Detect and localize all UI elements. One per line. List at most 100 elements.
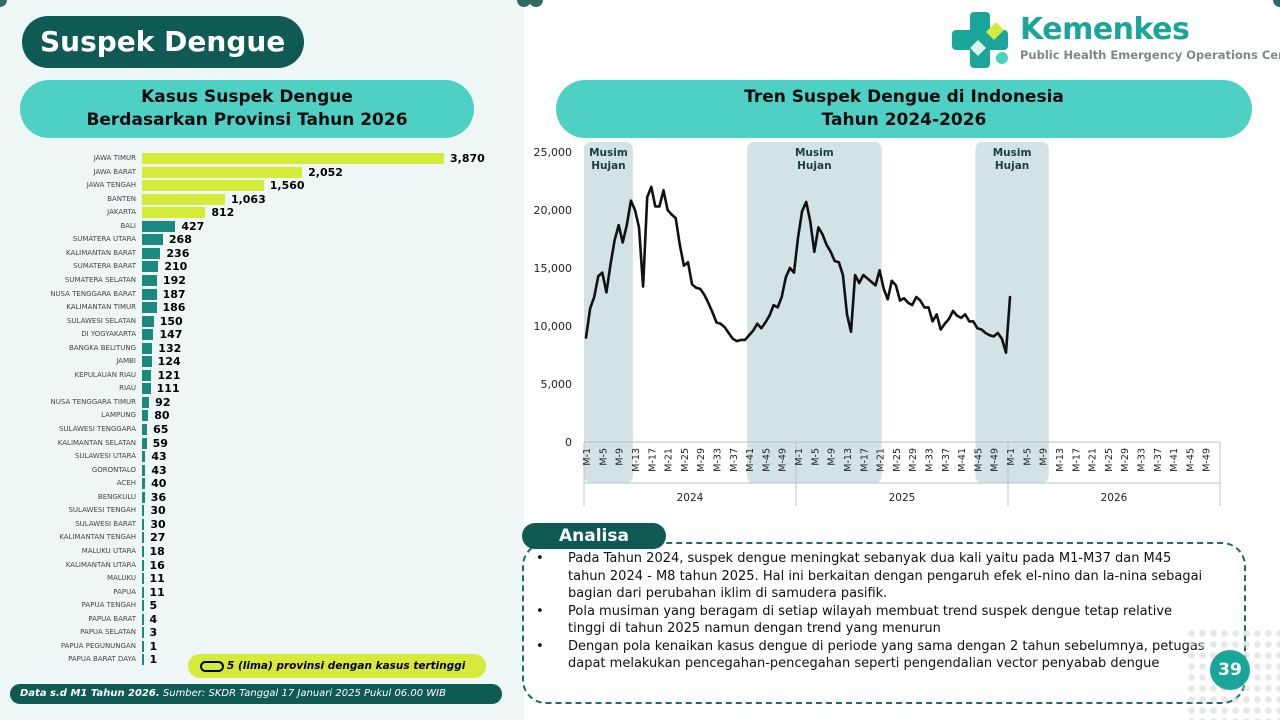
corner-dot-top-mid-left <box>517 0 531 7</box>
bar-row: KALIMANTAN TIMUR 186 <box>0 301 520 314</box>
bar <box>142 247 161 259</box>
bar-category-label: JAWA BARAT <box>93 167 136 176</box>
season-band-label: Hujan <box>797 160 831 172</box>
bar <box>142 478 146 490</box>
week-tick-label: M-1 <box>582 448 593 466</box>
bar <box>142 640 144 652</box>
trend-chart-title-line2: Tahun 2024-2026 <box>821 110 987 130</box>
bar-value-label: 36 <box>150 490 167 504</box>
bar-row: PAPUA PEGUNUNGAN 1 <box>0 640 520 653</box>
kemenkes-logo: Kemenkes Public Health Emergency Operati… <box>952 10 1280 72</box>
bar <box>142 234 163 246</box>
corner-dot-top-right <box>1273 0 1280 7</box>
week-tick-label: M-29 <box>1120 448 1131 472</box>
bar-category-label: DI YOGYAKARTA <box>81 330 136 339</box>
bar <box>142 220 176 232</box>
bar-value-label: 268 <box>168 233 192 247</box>
bar-row: JAWA TENGAH 1,560 <box>0 179 520 192</box>
bar-value-label: 210 <box>164 260 188 274</box>
bar-row: BANTEN 1,063 <box>0 193 520 206</box>
bar-value-label: 59 <box>152 436 168 450</box>
bar-category-label: KALIMANTAN BARAT <box>66 248 136 257</box>
bar <box>142 410 149 422</box>
bar-category-label: BENGKULU <box>97 492 136 501</box>
page-title: Suspek Dengue <box>22 16 304 68</box>
season-band <box>584 142 633 483</box>
bar <box>142 302 157 314</box>
bar-value-label: 40 <box>151 477 167 491</box>
bar-row: KALIMANTAN BARAT 236 <box>0 247 520 260</box>
bar-row: PAPUA SELATAN 3 <box>0 626 520 639</box>
week-tick-label: M-21 <box>1088 448 1099 472</box>
bar <box>142 437 147 449</box>
analysis-list: Pada Tahun 2024, suspek dengue meningkat… <box>534 550 1210 673</box>
bar-category-label: JAKARTA <box>107 208 136 217</box>
bar-category-label: NUSA TENGGARA BARAT <box>50 289 136 298</box>
y-tick-label: 15,000 <box>534 262 573 275</box>
bar <box>142 491 145 503</box>
footer-rest: Sumber: SKDR Tanggal 17 Januari 2025 Puk… <box>159 688 446 699</box>
bar-value-label: 43 <box>151 463 167 477</box>
province-chart-header: Kasus Suspek Dengue Berdasarkan Provinsi… <box>20 80 474 138</box>
analysis-box <box>522 542 1246 704</box>
bar-row: PAPUA BARAT DAYA 1 <box>0 653 520 666</box>
bar-value-label: 2,052 <box>308 165 343 179</box>
bar <box>142 545 144 557</box>
week-tick-label: M-9 <box>615 448 626 466</box>
bar-row: JAKARTA 812 <box>0 206 520 219</box>
bar-row: MALUKU 11 <box>0 572 520 585</box>
bar-value-label: 132 <box>158 341 182 355</box>
bar-row: ACEH 40 <box>0 477 520 490</box>
week-tick-label: M-41 <box>957 448 968 472</box>
week-tick-label: M-37 <box>729 448 740 472</box>
y-tick-label: 5,000 <box>541 378 573 391</box>
week-tick-label: M-49 <box>778 448 789 472</box>
bar <box>142 396 150 408</box>
bar <box>142 315 154 327</box>
bar <box>142 518 145 530</box>
bar <box>142 356 152 368</box>
bar <box>142 654 144 666</box>
page-number: 39 <box>1210 650 1250 690</box>
bar <box>142 424 148 435</box>
bar-category-label: SUMATERA SELATAN <box>64 275 136 284</box>
bar-value-label: 27 <box>150 531 166 545</box>
bar-value-label: 80 <box>154 409 170 423</box>
legend-text: 5 (lima) provinsi dengan kasus tertinggi <box>227 660 466 672</box>
week-tick-label: M-37 <box>941 448 952 472</box>
trend-line-chart: MusimHujanMusimHujanMusimHujan05,00010,0… <box>534 142 1221 506</box>
bar-row: RIAU 111 <box>0 382 520 395</box>
footer-bold: Data s.d M1 Tahun 2026. <box>20 688 160 699</box>
bar <box>142 369 152 381</box>
bar <box>142 153 444 164</box>
bar-value-label: 43 <box>151 450 167 464</box>
y-tick-label: 10,000 <box>534 320 573 333</box>
year-label: 2024 <box>677 492 704 504</box>
bar-category-label: JAWA TIMUR <box>93 154 136 162</box>
week-tick-label: M-1 <box>794 448 805 466</box>
bar-category-label: PAPUA PEGUNUNGAN <box>60 641 136 650</box>
bar-category-label: PAPUA SELATAN <box>80 628 136 637</box>
week-tick-label: M-17 <box>859 448 870 472</box>
week-tick-label: M-25 <box>1104 448 1115 472</box>
bar <box>142 274 157 286</box>
week-tick-label: M-45 <box>1185 448 1196 472</box>
bar-category-label: KALIMANTAN SELATAN <box>57 438 136 447</box>
bar-category-label: LAMPUNG <box>101 411 136 420</box>
y-tick-label: 25,000 <box>534 146 573 159</box>
bar <box>142 627 144 639</box>
season-band <box>975 142 1049 483</box>
bar-row: PAPUA 11 <box>0 586 520 599</box>
week-tick-label: M-9 <box>1039 448 1050 466</box>
bar-value-label: 16 <box>149 558 165 572</box>
bar-row: KEPULAUAN RIAU 121 <box>0 369 520 382</box>
bar-value-label: 1,560 <box>269 179 305 193</box>
bar-category-label: SUMATERA UTARA <box>72 235 136 244</box>
bar-category-label: KALIMANTAN UTARA <box>65 560 136 569</box>
week-tick-label: M-41 <box>1169 448 1180 472</box>
bar-category-label: BANGKA BELITUNG <box>69 343 136 352</box>
y-tick-label: 0 <box>565 436 572 449</box>
week-tick-label: M-37 <box>1153 448 1164 472</box>
y-tick-label: 20,000 <box>534 204 573 217</box>
bar-value-label: 4 <box>149 612 158 626</box>
